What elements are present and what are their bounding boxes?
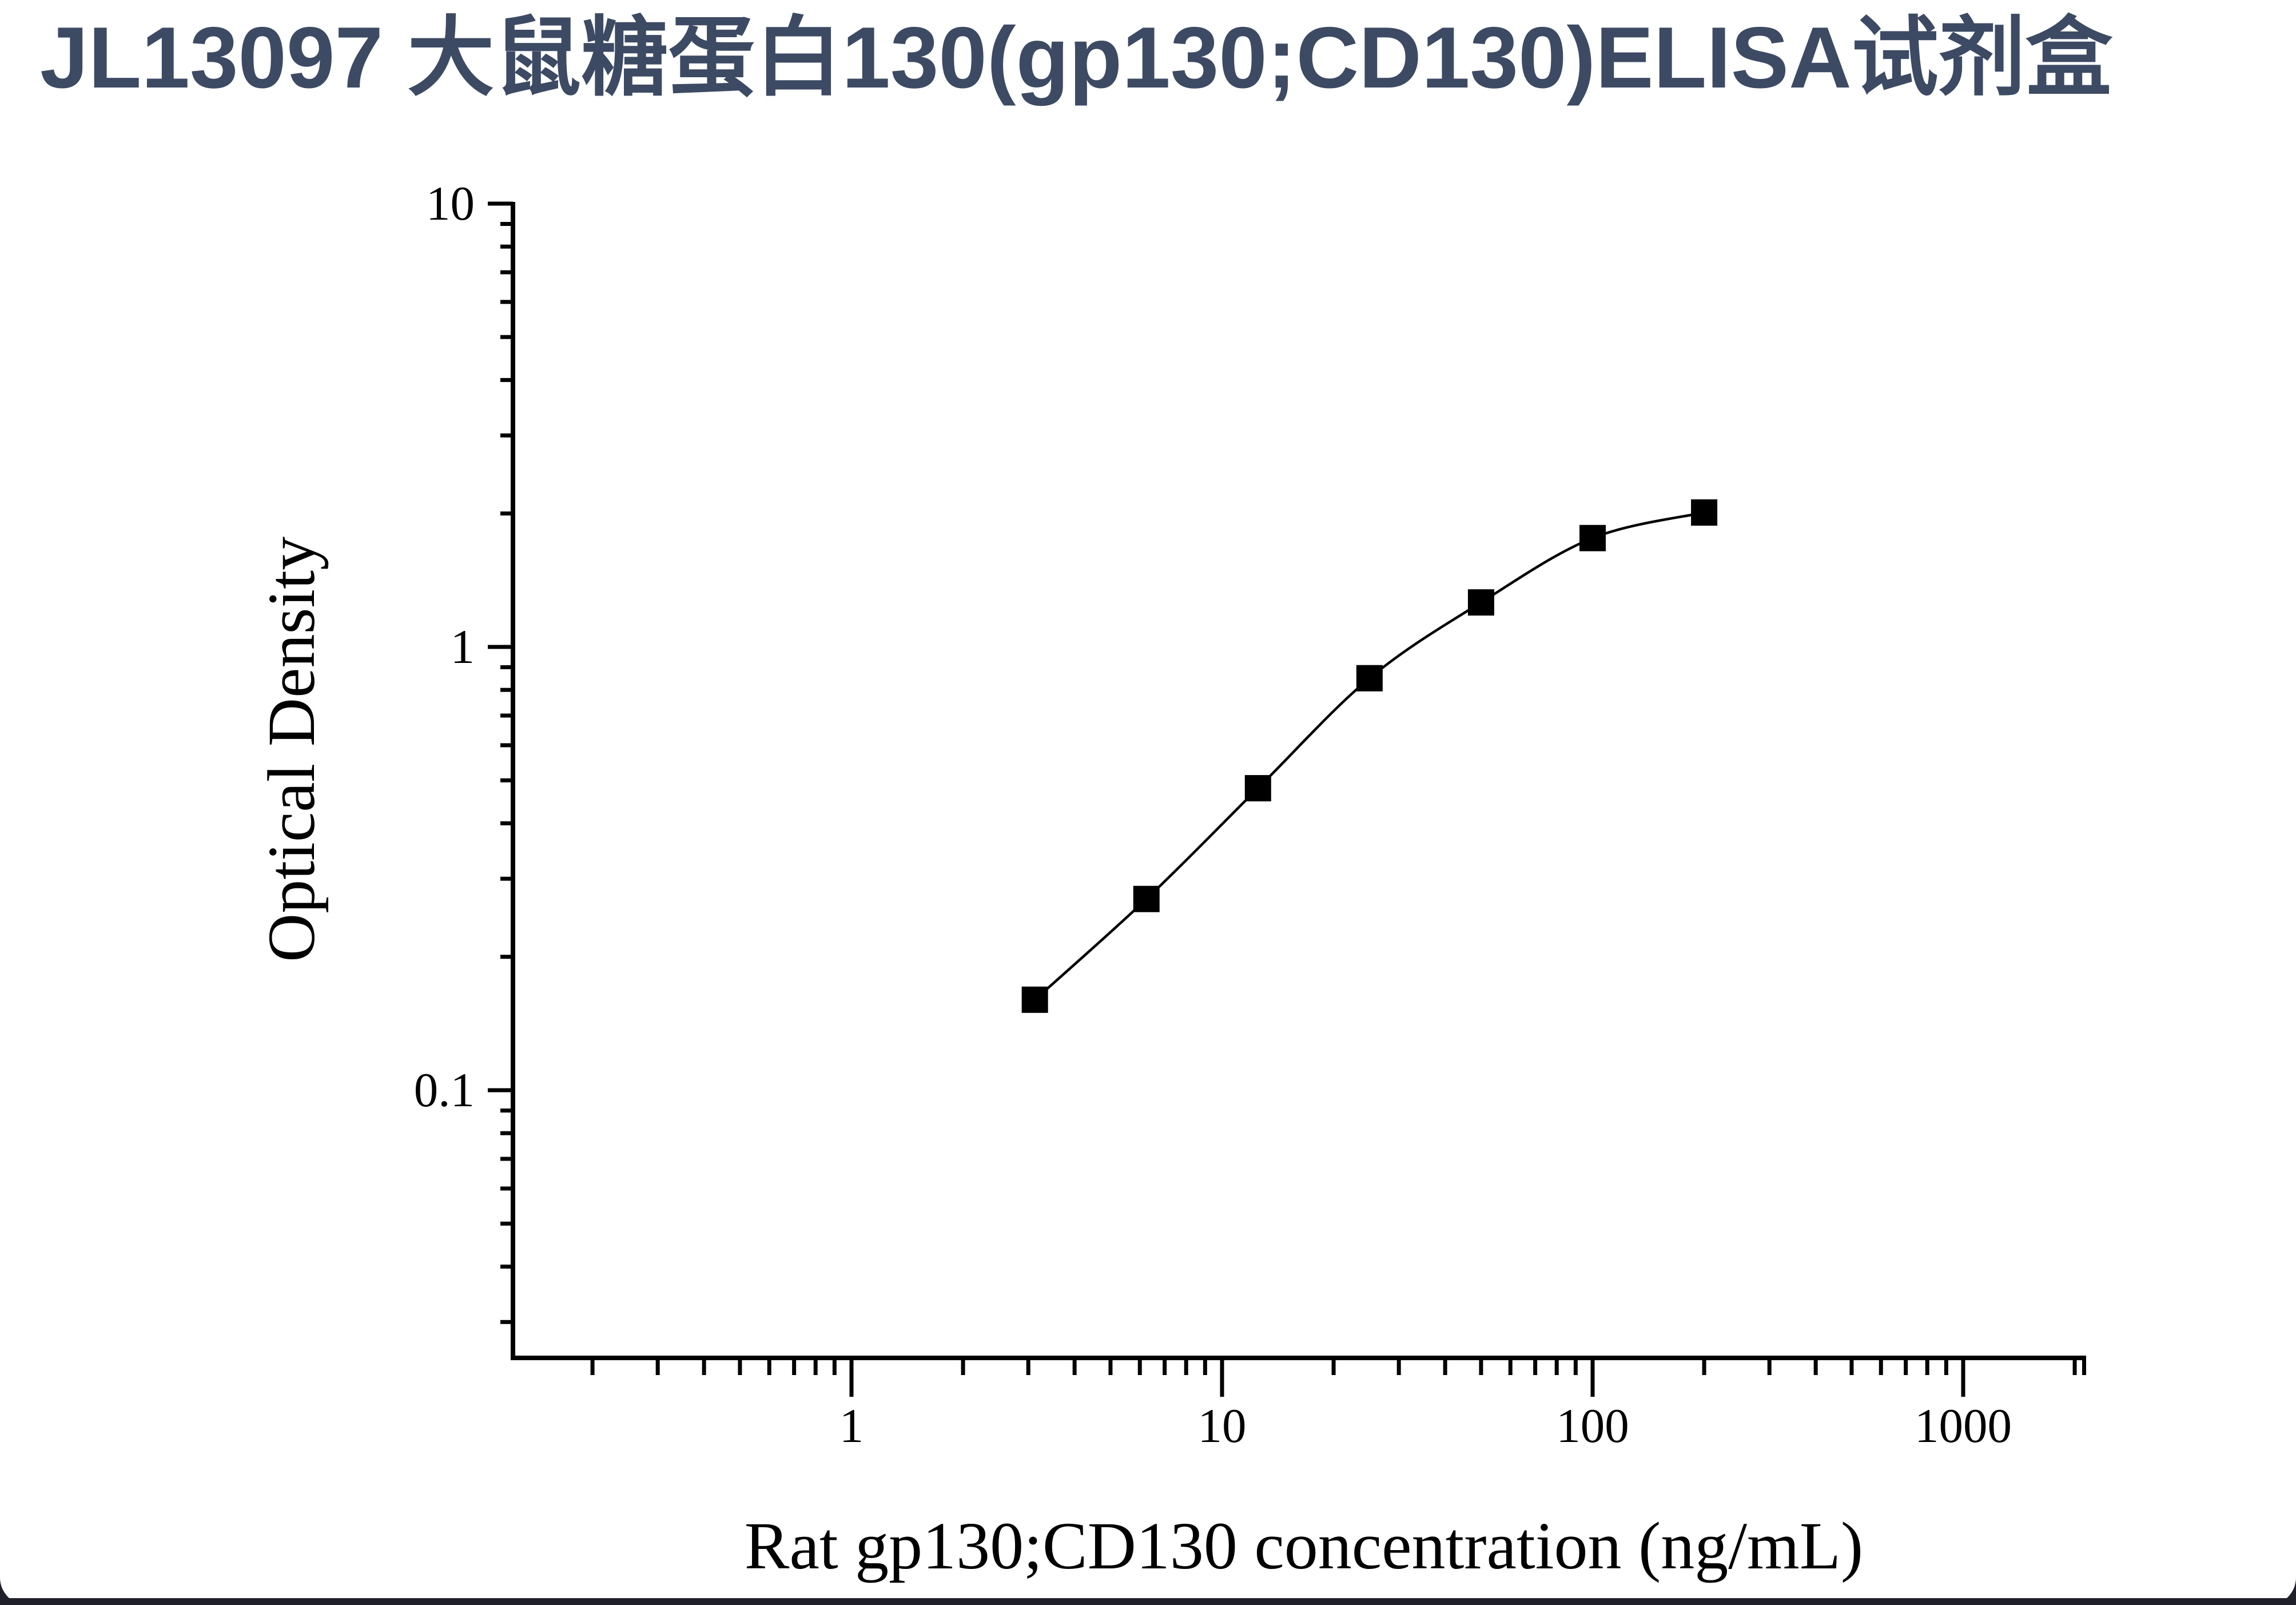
- y-tick-label: 0.1: [413, 1063, 475, 1117]
- page-title: JL13097 大鼠糖蛋白130(gp130;CD130)ELISA试剂盒: [40, 9, 2112, 106]
- x-tick-label: 1: [839, 1399, 864, 1453]
- data-point-marker: [1691, 499, 1718, 526]
- data-point-marker: [1244, 775, 1271, 802]
- data-point-marker: [1021, 986, 1048, 1013]
- data-point-marker: [1356, 665, 1383, 692]
- data-point-marker: [1579, 525, 1606, 551]
- curve-line: [1034, 511, 1705, 1001]
- y-tick-label: 10: [426, 177, 475, 231]
- x-tick-label: 10: [1197, 1399, 1247, 1453]
- y-axis-title: Optical Density: [254, 537, 329, 962]
- x-tick-label: 100: [1556, 1399, 1629, 1453]
- y-tick-label: 1: [450, 620, 475, 674]
- data-point-marker: [1467, 589, 1494, 616]
- window-bottom-edge: [0, 1598, 2296, 1605]
- x-tick-label: 1000: [1915, 1399, 2012, 1453]
- x-axis-title: Rat gp130;CD130 concentration (ng/mL): [744, 1508, 1864, 1583]
- data-point-marker: [1133, 885, 1160, 912]
